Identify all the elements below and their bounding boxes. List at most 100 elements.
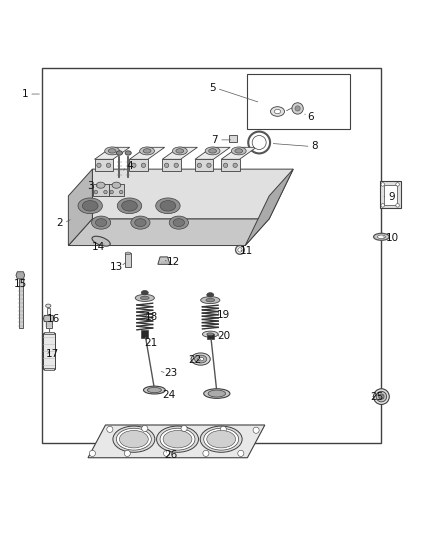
Ellipse shape (235, 149, 243, 153)
Circle shape (97, 163, 101, 167)
Polygon shape (88, 425, 265, 458)
Circle shape (174, 163, 178, 167)
Polygon shape (92, 169, 293, 219)
Ellipse shape (374, 233, 389, 240)
Polygon shape (68, 219, 269, 246)
Ellipse shape (198, 357, 204, 361)
Circle shape (207, 163, 211, 167)
Ellipse shape (141, 296, 149, 300)
Text: 8: 8 (312, 141, 318, 151)
Circle shape (163, 450, 170, 456)
Text: 26: 26 (164, 450, 177, 460)
Ellipse shape (205, 147, 220, 155)
Text: 17: 17 (46, 349, 59, 359)
Polygon shape (130, 159, 148, 171)
Ellipse shape (208, 390, 226, 397)
Ellipse shape (206, 298, 215, 302)
Ellipse shape (140, 147, 155, 155)
Circle shape (223, 163, 228, 167)
Ellipse shape (144, 386, 165, 394)
Circle shape (197, 163, 201, 167)
Circle shape (292, 103, 303, 114)
Circle shape (253, 427, 259, 433)
Ellipse shape (135, 219, 146, 227)
Bar (125, 253, 131, 268)
Circle shape (141, 163, 146, 167)
Polygon shape (130, 147, 165, 159)
Bar (46, 308, 50, 316)
Circle shape (374, 389, 389, 405)
Bar (18, 279, 23, 328)
Text: 6: 6 (307, 112, 314, 122)
Text: 23: 23 (164, 368, 177, 378)
Ellipse shape (120, 431, 148, 448)
Circle shape (238, 248, 242, 252)
Ellipse shape (160, 200, 176, 211)
Circle shape (203, 450, 209, 456)
Bar (141, 330, 148, 338)
Circle shape (89, 450, 95, 456)
Polygon shape (195, 159, 213, 171)
Circle shape (124, 450, 131, 456)
Polygon shape (245, 169, 293, 246)
Circle shape (94, 190, 98, 194)
Bar (46, 321, 52, 328)
Circle shape (379, 394, 384, 399)
Bar (380, 181, 401, 208)
Text: 7: 7 (211, 135, 218, 145)
Circle shape (396, 204, 399, 207)
Ellipse shape (112, 182, 121, 188)
Circle shape (381, 204, 385, 207)
Circle shape (181, 425, 187, 432)
Ellipse shape (113, 426, 155, 453)
Ellipse shape (143, 149, 151, 153)
Text: 18: 18 (145, 312, 158, 322)
Ellipse shape (173, 219, 184, 227)
Bar (42, 68, 381, 443)
Polygon shape (95, 159, 113, 171)
Polygon shape (221, 159, 240, 171)
Polygon shape (195, 147, 230, 159)
Circle shape (238, 450, 244, 456)
Circle shape (381, 183, 385, 186)
Text: 19: 19 (217, 310, 230, 319)
Ellipse shape (135, 294, 154, 302)
Ellipse shape (46, 304, 51, 308)
Ellipse shape (231, 147, 246, 155)
Ellipse shape (163, 431, 192, 448)
Ellipse shape (191, 353, 210, 365)
Bar (229, 135, 237, 142)
Bar (44, 332, 53, 334)
Polygon shape (43, 316, 54, 321)
Text: 22: 22 (188, 356, 201, 365)
Ellipse shape (207, 431, 236, 448)
Polygon shape (16, 272, 25, 279)
Ellipse shape (173, 147, 187, 155)
Text: 3: 3 (87, 181, 93, 191)
Bar (384, 185, 397, 205)
Ellipse shape (92, 216, 111, 229)
Circle shape (120, 190, 123, 194)
Circle shape (376, 391, 387, 402)
Bar (247, 75, 350, 129)
Text: 9: 9 (389, 192, 395, 201)
Bar (109, 184, 124, 196)
Ellipse shape (108, 149, 116, 153)
Ellipse shape (95, 219, 107, 227)
Text: 2: 2 (57, 218, 63, 228)
Ellipse shape (82, 200, 98, 211)
Ellipse shape (148, 387, 161, 393)
Text: 20: 20 (217, 332, 230, 341)
Ellipse shape (105, 147, 120, 155)
Text: 12: 12 (166, 257, 180, 267)
Bar (42, 333, 55, 369)
Ellipse shape (122, 200, 138, 211)
Circle shape (220, 426, 226, 432)
Ellipse shape (160, 428, 195, 450)
Polygon shape (158, 257, 170, 264)
Text: 25: 25 (371, 392, 384, 401)
Circle shape (110, 190, 113, 194)
Bar (207, 334, 214, 340)
Ellipse shape (156, 426, 198, 453)
Ellipse shape (207, 293, 214, 297)
